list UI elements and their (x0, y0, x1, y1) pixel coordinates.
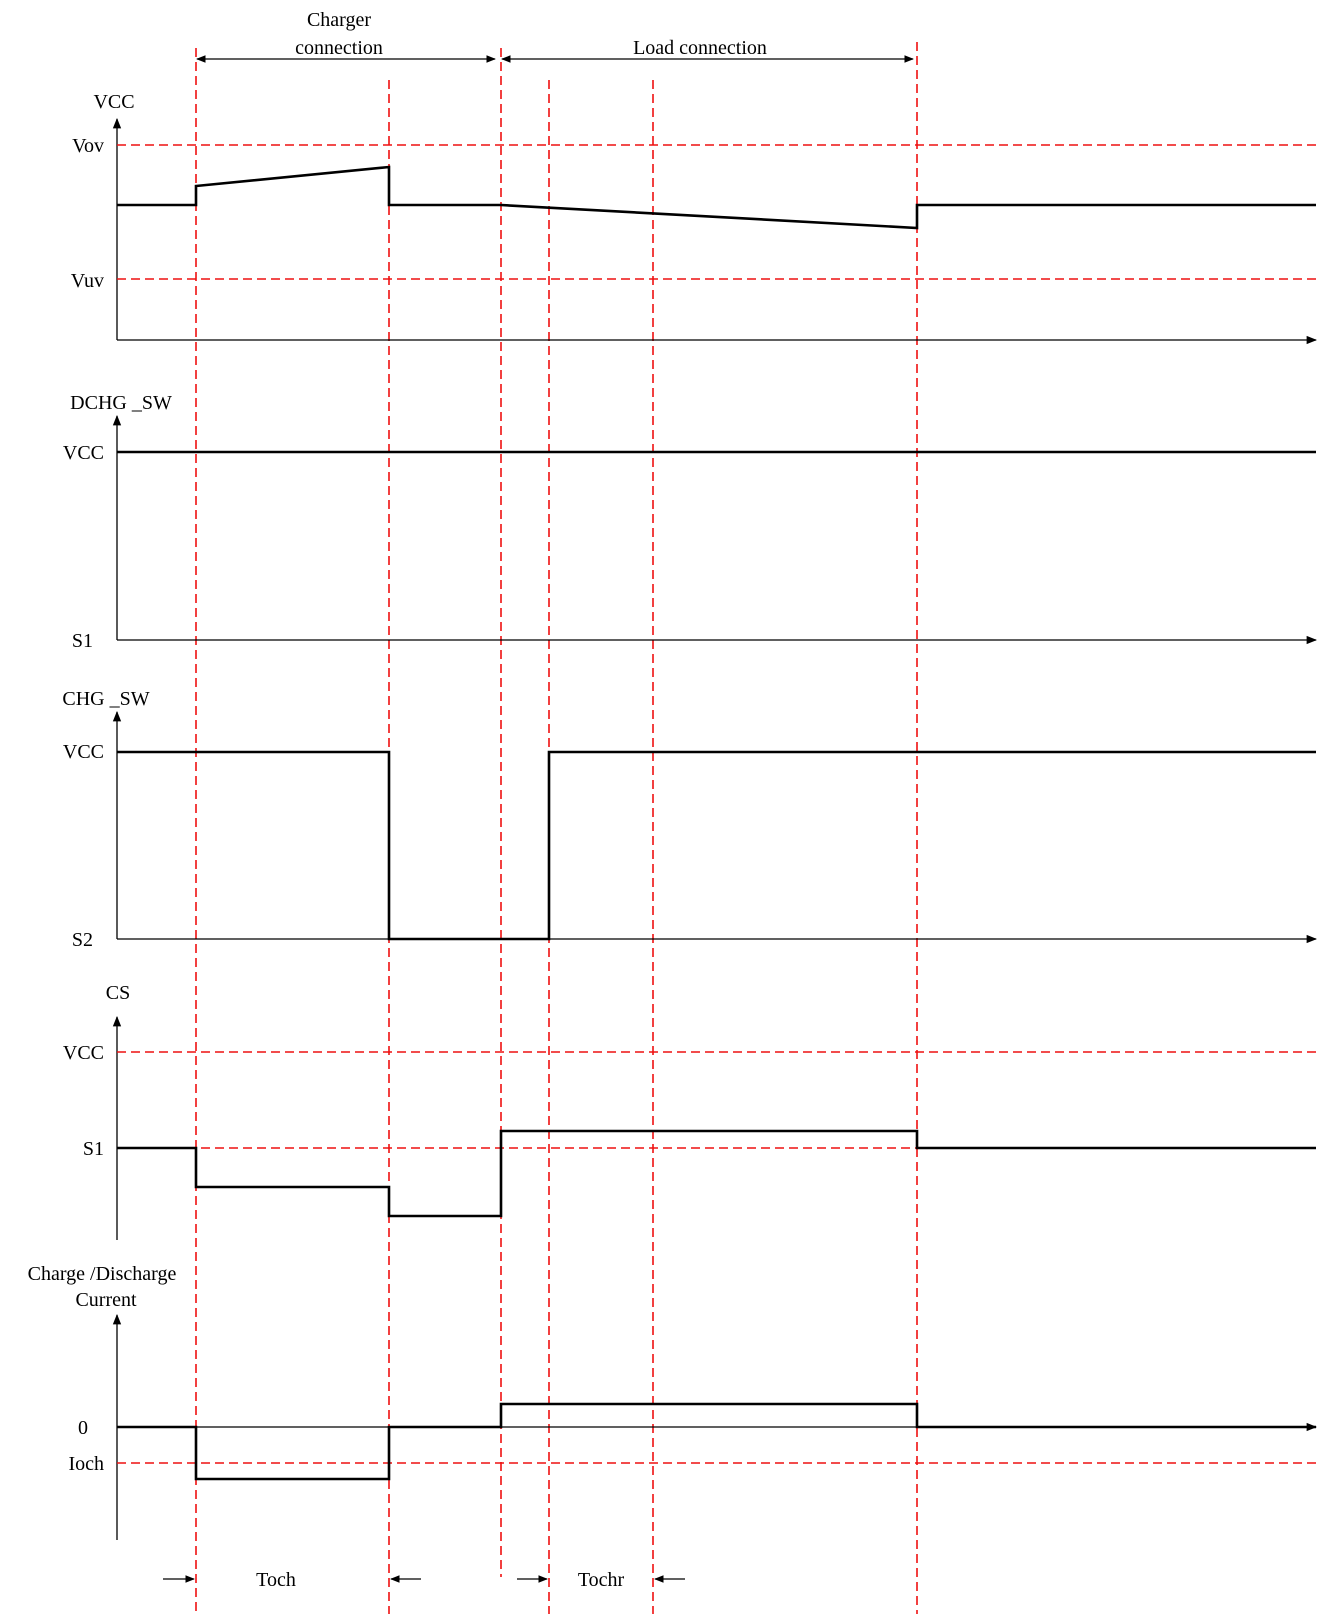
panel-current: Charge /Discharge Current 0 Ioch (28, 1263, 1318, 1540)
timing-annotations: Toch Tochr (163, 1569, 685, 1591)
cs-waveform (117, 1129, 1316, 1218)
chg-sw-waveform (117, 750, 1316, 941)
vcc-axis-label: VCC (93, 91, 134, 113)
dchg-sw-vcc-level-label: VCC (63, 442, 104, 464)
tochr-label: Tochr (578, 1569, 625, 1591)
event-markers (195, 42, 918, 1614)
charger-connection-label-line1: Charger (307, 9, 371, 31)
vov-level-label: Vov (72, 135, 104, 157)
current-waveform (117, 1402, 1316, 1481)
cs-s1-level-label: S1 (83, 1138, 104, 1160)
vcc-waveform (117, 165, 1316, 230)
header: Charger connection Load connection (196, 9, 914, 63)
charger-connection-label-line2: connection (295, 37, 383, 59)
toch-label: Toch (256, 1569, 296, 1591)
current-axis-label-line1: Charge /Discharge (28, 1263, 177, 1285)
current-zero-level-label: 0 (78, 1417, 88, 1439)
vuv-level-label: Vuv (71, 270, 104, 292)
panel-cs: CS VCC S1 (63, 982, 1318, 1240)
load-connection-label: Load connection (633, 37, 767, 59)
panel-vcc: VCC Vov Vuv (71, 91, 1318, 345)
cs-vcc-level-label: VCC (63, 1042, 104, 1064)
current-ioch-level-label: Ioch (68, 1453, 104, 1475)
dchg-sw-s1-level-label: S1 (72, 630, 93, 652)
cs-axis-label: CS (106, 982, 130, 1004)
panel-chg-sw: CHG _SW VCC S2 (62, 688, 1318, 951)
chg-sw-vcc-level-label: VCC (63, 741, 104, 763)
panel-dchg-sw: DCHG _SW VCC S1 (63, 392, 1318, 652)
current-axis-label-line2: Current (75, 1289, 137, 1311)
chg-sw-axis-label: CHG _SW (62, 688, 149, 710)
chg-sw-s2-level-label: S2 (72, 929, 93, 951)
dchg-sw-axis-label: DCHG _SW (70, 392, 172, 414)
